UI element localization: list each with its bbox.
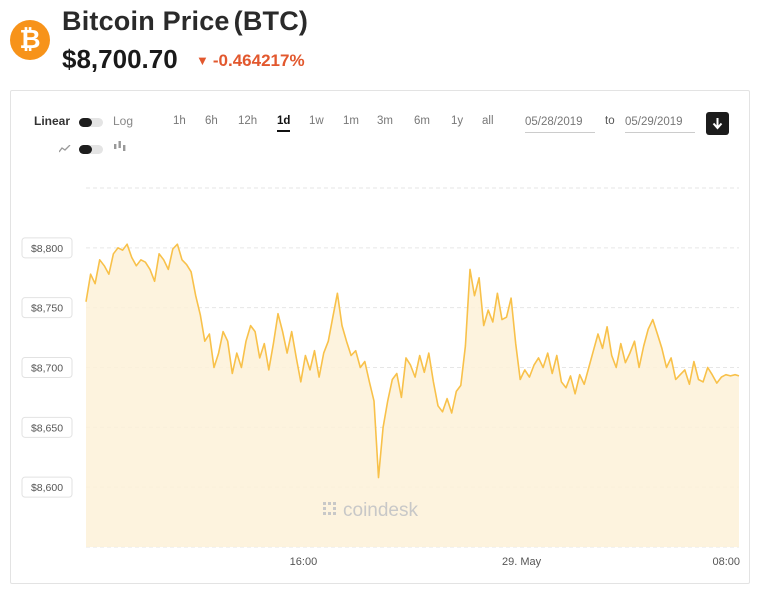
range-all[interactable]: all: [482, 115, 494, 127]
linear-scale-label[interactable]: Linear: [34, 114, 71, 128]
y-tick-label: $8,750: [31, 303, 63, 315]
range-1m[interactable]: 1m: [343, 115, 359, 127]
price-change-value: -0.464217%: [212, 51, 305, 70]
header: ₿ Bitcoin Price (BTC) $8,700.70 ▼ -0.46421…: [0, 0, 761, 86]
y-tick-box: [21, 416, 73, 438]
current-price: $8,700.70: [62, 44, 178, 74]
scale-toggle[interactable]: [79, 118, 103, 127]
coin-ticker: (BTC): [233, 6, 309, 36]
watermark-dot: [333, 512, 336, 515]
y-tick-label: $8,600: [31, 482, 63, 494]
range-6h[interactable]: 6h: [205, 115, 218, 127]
x-tick-label: 08:00: [712, 556, 740, 568]
range-1y[interactable]: 1y: [451, 115, 464, 127]
range-1d[interactable]: 1d: [277, 115, 291, 132]
watermark-dot: [328, 502, 331, 505]
y-tick-label: $8,700: [31, 363, 63, 375]
chart-type-toggle[interactable]: [79, 145, 103, 154]
range-12h[interactable]: 12h: [238, 115, 258, 127]
bitcoin-logo-icon: ₿: [10, 20, 50, 60]
y-tick-box: [21, 237, 73, 259]
down-triangle-icon: ▼: [196, 53, 209, 68]
price-area: [86, 244, 739, 547]
y-tick-box: [21, 357, 73, 378]
watermark-dot: [323, 507, 326, 510]
range-1w[interactable]: 1w: [309, 115, 324, 127]
page-title: Bitcoin Price (BTC): [62, 6, 308, 37]
coindesk-watermark: [323, 502, 336, 515]
x-tick-label: 29. May: [502, 556, 542, 568]
chart-panel: $8,600 $8,650 $8,700 $8,750 $8,800 16:00 29. M…: [10, 90, 750, 584]
y-tick-label: $8,650: [31, 422, 63, 434]
y-tick-box: [21, 476, 73, 498]
y-tick-box: [21, 297, 73, 319]
watermark-dot: [323, 502, 326, 505]
price-change: ▼ -0.464217%: [196, 51, 305, 71]
line-chart-icon[interactable]: [59, 145, 71, 153]
coin-name: Bitcoin Price: [62, 6, 230, 36]
range-1h[interactable]: 1h: [173, 115, 186, 127]
price-chart: $8,600 $8,650 $8,700 $8,750 $8,800 16:00 29. M…: [21, 187, 740, 568]
range-3m[interactable]: 3m: [377, 115, 393, 127]
x-tick-label: 16:00: [290, 556, 318, 568]
watermark-text: coindesk: [343, 500, 418, 521]
scale-toggle-knob: [79, 118, 92, 127]
to-label: to: [605, 115, 615, 127]
date-to-input[interactable]: [625, 111, 695, 133]
candlestick-icon[interactable]: [114, 141, 126, 153]
price-line: [85, 243, 740, 479]
range-6m[interactable]: 6m: [414, 115, 430, 127]
watermark-dot: [323, 512, 326, 515]
y-tick-label: $8,800: [31, 243, 63, 255]
download-button[interactable]: [706, 112, 729, 135]
log-scale-label[interactable]: Log: [113, 114, 134, 128]
chart-type-toggle-knob: [79, 145, 92, 154]
download-icon: [712, 118, 723, 130]
watermark-dot: [328, 512, 331, 515]
date-from-input[interactable]: [525, 111, 595, 133]
watermark-dot: [333, 507, 336, 510]
watermark-dot: [333, 502, 336, 505]
